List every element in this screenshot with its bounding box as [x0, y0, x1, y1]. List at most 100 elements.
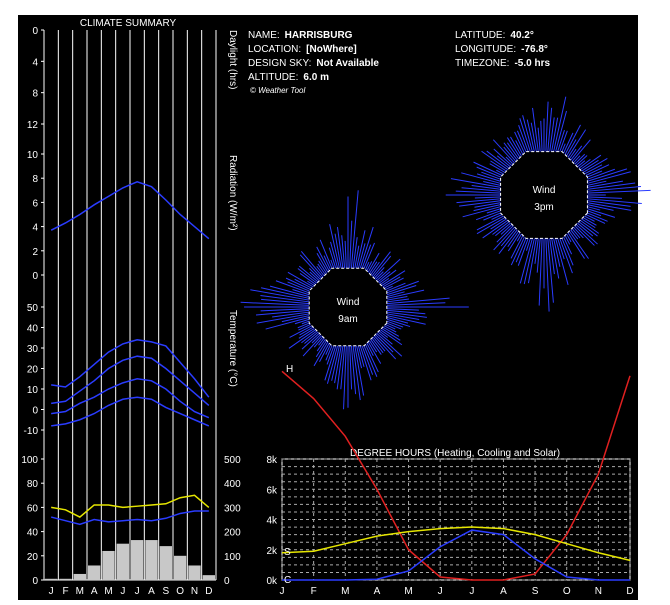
wind-ray	[475, 208, 505, 221]
summary-tick-label: 40	[27, 528, 39, 539]
wind-ray	[585, 180, 623, 189]
wind-ray	[530, 122, 538, 154]
wind-ray	[299, 273, 318, 286]
wind-label: Wind	[533, 185, 556, 196]
summary-tick-label: 4	[32, 57, 38, 68]
wind-ray	[473, 161, 506, 178]
wind-ray	[476, 173, 504, 183]
wind-ray	[319, 239, 334, 273]
wind-ray	[527, 236, 538, 284]
wind-ray	[586, 189, 651, 194]
wind-ray	[366, 339, 382, 364]
wind-ray	[461, 187, 502, 192]
wind-ray	[549, 117, 555, 154]
wind-ray	[376, 330, 393, 345]
wind-ray	[287, 281, 314, 293]
wind-ray	[355, 343, 363, 369]
month-label: M	[76, 586, 84, 597]
month-label: D	[205, 586, 212, 597]
wind-ray	[288, 328, 318, 349]
wind-rose-9am: Wind 9am	[240, 190, 469, 410]
wind-ray	[300, 251, 325, 279]
wind-ray	[563, 124, 581, 158]
wind-ray	[331, 343, 341, 381]
wind-ray	[582, 164, 610, 178]
wind-ray	[315, 338, 329, 358]
wind-ray	[352, 237, 358, 270]
wind-ray	[583, 168, 615, 182]
climate-summary-title: CLIMATE SUMMARY	[80, 18, 177, 29]
wind-ray	[379, 326, 401, 341]
wind-ray	[573, 153, 586, 166]
wind-ray	[250, 289, 311, 301]
dh-series-marker: C	[284, 575, 291, 586]
wind-ray	[532, 107, 539, 154]
month-label: F	[62, 586, 68, 597]
wind-ray	[265, 316, 312, 330]
wind-ray	[545, 237, 550, 312]
daylight-axis-label: Daylight (hrs)	[227, 30, 238, 89]
svg-text:LOCATION:[NoWhere]: LOCATION: [NoWhere]	[248, 44, 357, 55]
longitude-value: -76.8°	[521, 44, 548, 55]
summary-tick-label: 50	[27, 303, 39, 314]
wind-ray	[517, 234, 531, 266]
wind-ray	[584, 168, 628, 183]
wind-ray	[503, 142, 519, 162]
wind-ray	[554, 235, 569, 286]
wind-ray	[385, 296, 408, 301]
wind-ray	[585, 180, 607, 187]
wind-ray	[336, 226, 344, 270]
dh-tick-label: 8k	[266, 455, 278, 466]
wind-ray	[461, 172, 504, 185]
radiation-axis-label: Radiation (W/m²)	[227, 155, 238, 231]
wind-ray	[349, 220, 353, 270]
wind-ray	[374, 271, 384, 281]
wind-ray	[358, 342, 372, 381]
altitude-value: 6.0 m	[303, 72, 329, 83]
wind-ray	[256, 313, 311, 324]
wind-ray	[500, 223, 514, 235]
wind-ray	[317, 263, 327, 277]
wind-ray	[371, 335, 386, 352]
wind-ray	[299, 254, 323, 280]
dh-tick-label: 2k	[266, 546, 278, 557]
wind-ray	[503, 146, 518, 163]
climate-summary-ticks: 04812108642050403020100-1010080604020050…	[21, 26, 241, 587]
wind-ray	[360, 342, 374, 375]
wind-ray	[490, 217, 509, 230]
wind-ray	[302, 334, 323, 357]
wind-ray	[505, 156, 515, 166]
degree-hours-title: DEGREE HOURS (Heating, Cooling and Solar…	[350, 448, 560, 459]
wind-ray	[574, 155, 588, 167]
wind-ray	[536, 237, 541, 273]
wind-ray	[309, 271, 321, 282]
summary-series-line	[51, 494, 210, 518]
wind-octagon	[500, 151, 588, 239]
wind-ray	[260, 294, 311, 303]
site-info-left: NAME: HARRISBURG LOCATION: [NoWhere] DESIG…	[248, 30, 379, 95]
degree-hours-grid	[281, 458, 631, 581]
wind-ray	[523, 236, 536, 285]
wind-ray	[319, 340, 331, 362]
svg-text:NAME:HARRISBURG: NAME: HARRISBURG	[248, 30, 353, 41]
dh-tick-label: 6k	[266, 485, 278, 496]
wind-ray	[350, 190, 359, 270]
wind-ray	[572, 155, 581, 165]
wind-ray	[299, 325, 316, 336]
location-value: [NoWhere]	[306, 44, 357, 55]
dh-month-label: J	[438, 586, 443, 597]
wind-ray	[556, 129, 565, 155]
credit-text: © Weather Tool	[250, 86, 305, 95]
wind-ray	[385, 298, 410, 303]
wind-ray	[495, 221, 512, 237]
wind-ray	[557, 234, 573, 274]
wind-ray	[381, 277, 404, 290]
wind-ray	[545, 101, 549, 153]
summary-series-line	[50, 510, 209, 526]
summary-tick-label: 100	[21, 455, 38, 466]
summary-right-tick-label: 300	[224, 503, 241, 514]
latitude-label: LATITUDE:	[455, 30, 505, 41]
summary-series-line	[51, 396, 210, 427]
wind-ray	[474, 201, 503, 208]
humidity-bar	[145, 540, 158, 580]
